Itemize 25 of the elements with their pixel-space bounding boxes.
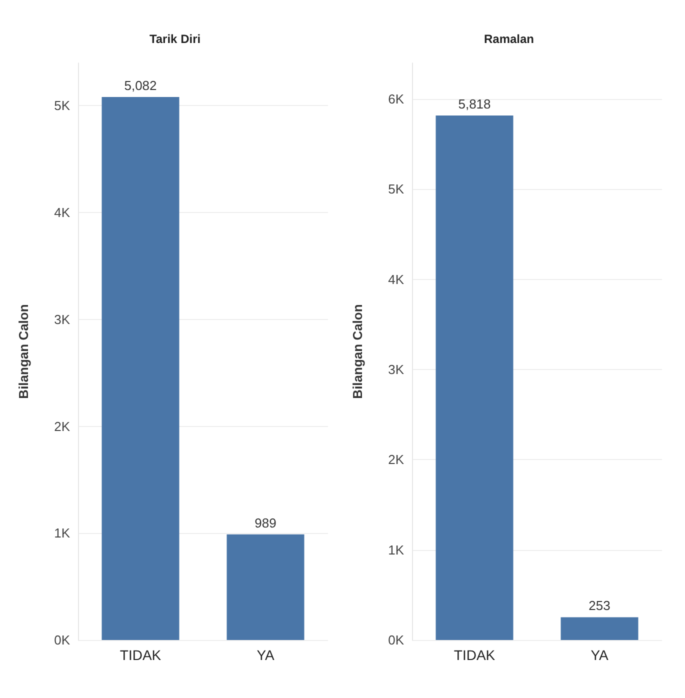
y-tick-label: 2K (54, 418, 70, 434)
y-tick-label: 0K (54, 632, 70, 648)
y-axis-title: Bilangan Calon (350, 304, 365, 399)
y-tick-label: 0K (388, 632, 404, 648)
y-tick-label: 1K (54, 526, 70, 541)
y-tick-label: 3K (54, 312, 70, 327)
x-tick-label: YA (590, 647, 609, 663)
y-tick-label: 4K (388, 272, 404, 287)
y-tick-label: 3K (388, 362, 404, 378)
y-tick-label: 1K (388, 542, 404, 558)
x-tick-label: TIDAK (120, 647, 162, 663)
y-tick-label: 5K (54, 98, 70, 114)
data-label: 5,082 (124, 78, 157, 93)
y-axis-title: Bilangan Calon (16, 304, 31, 399)
y-tick-label: 6K (388, 92, 404, 107)
data-label: 5,818 (458, 96, 491, 112)
data-label: 253 (588, 598, 610, 614)
x-tick-label: YA (256, 647, 275, 663)
y-tick-label: 5K (388, 182, 404, 197)
chart-title: Ramalan (484, 32, 534, 46)
y-tick-label: 2K (388, 452, 404, 468)
y-tick-label: 4K (54, 205, 70, 220)
data-label: 989 (254, 515, 276, 530)
x-tick-label: TIDAK (454, 647, 496, 663)
chart-title: Tarik Diri (149, 32, 201, 46)
